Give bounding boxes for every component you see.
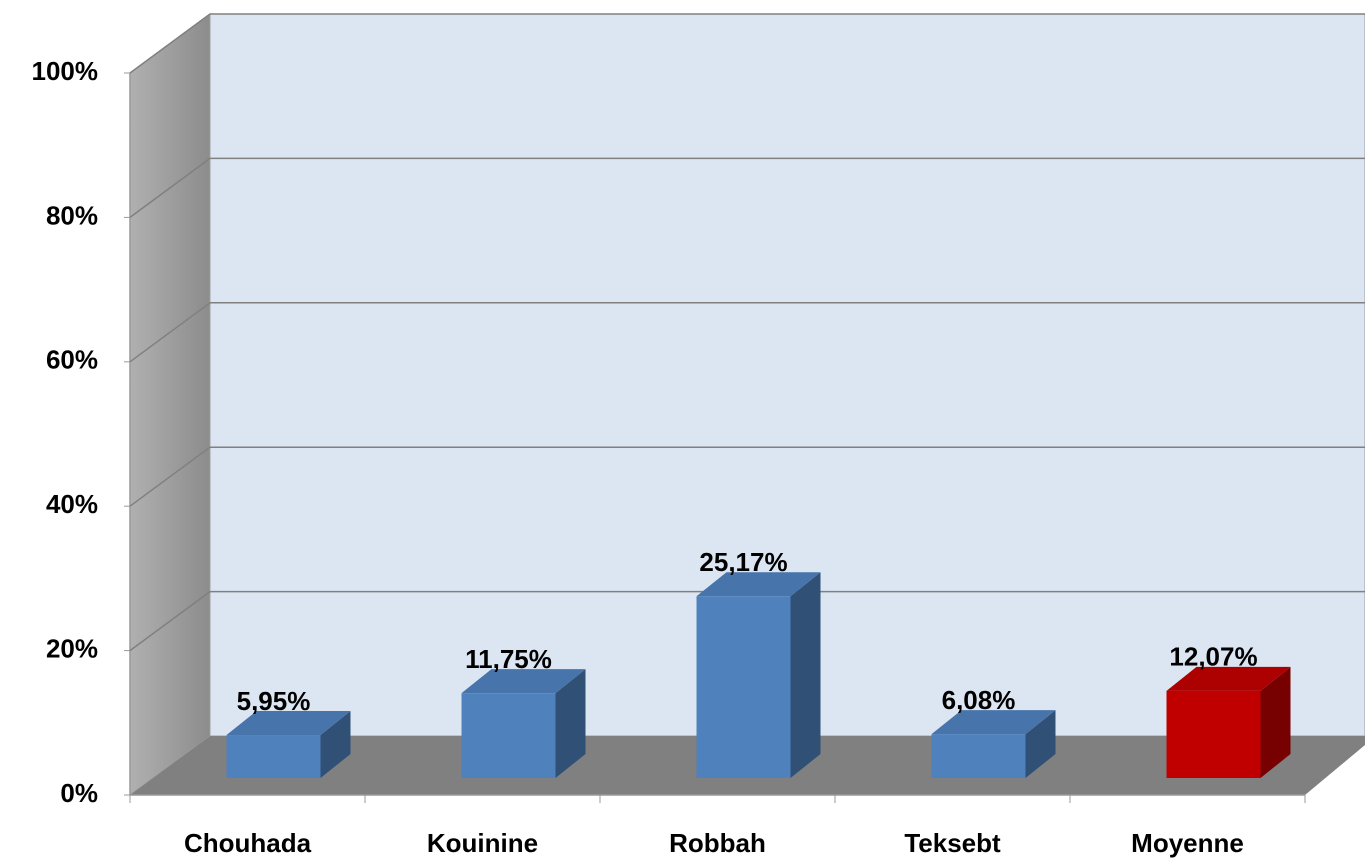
grid-line xyxy=(129,157,211,219)
bar xyxy=(1166,690,1261,778)
y-tick-label: 20% xyxy=(46,633,98,663)
y-tick-label: 80% xyxy=(46,200,98,230)
x-tick-label: Kouinine xyxy=(427,828,538,858)
bar-top xyxy=(226,711,351,736)
bar-top xyxy=(1166,666,1291,691)
grid-line xyxy=(129,302,211,363)
bar xyxy=(461,693,556,778)
y-tick-label: 40% xyxy=(46,489,98,519)
x-tick-label: Moyenne xyxy=(1131,828,1244,858)
value-label: 6,08% xyxy=(942,685,1016,715)
bar-top xyxy=(696,572,821,597)
side-wall xyxy=(129,13,211,796)
bar-side xyxy=(1025,710,1056,778)
bar-side xyxy=(555,669,586,778)
x-tick-label: Chouhada xyxy=(184,828,312,858)
bar-top xyxy=(931,710,1056,735)
grid-line xyxy=(129,446,211,507)
value-label: 5,95% xyxy=(237,686,311,716)
bar-side xyxy=(1260,666,1291,778)
bar xyxy=(226,735,321,778)
bar xyxy=(696,596,791,778)
x-tick-label: Robbah xyxy=(669,828,766,858)
y-tick-label: 0% xyxy=(60,778,98,808)
y-tick-label: 100% xyxy=(32,56,99,86)
bar xyxy=(931,734,1026,778)
value-label: 11,75% xyxy=(465,644,552,674)
bar-top xyxy=(461,669,586,694)
grid-line xyxy=(129,590,211,652)
bar-side xyxy=(790,572,821,778)
x-tick-label: Teksebt xyxy=(904,828,1001,858)
y-tick-label: 60% xyxy=(46,345,98,375)
value-label: 12,07% xyxy=(1169,642,1257,672)
bar-side xyxy=(320,711,351,778)
grid-line xyxy=(129,13,211,74)
value-label: 25,17% xyxy=(699,547,787,577)
